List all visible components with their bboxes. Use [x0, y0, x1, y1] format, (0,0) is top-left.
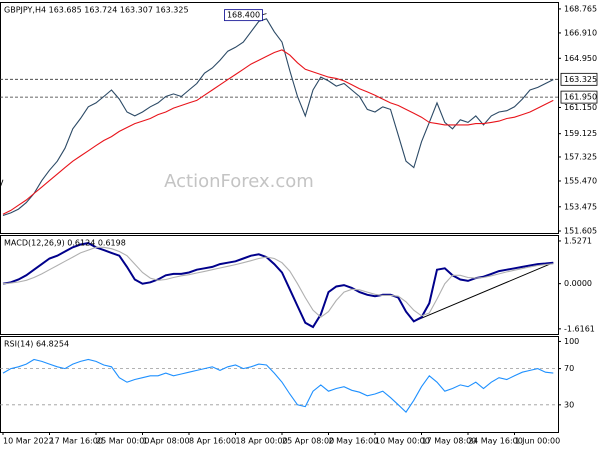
y-tick-label: 153.475 — [564, 202, 597, 211]
x-tick-label: 1 Jun 00:00 — [515, 437, 561, 446]
price-label: 163.325 — [564, 75, 597, 84]
y-tick-label: 159.125 — [564, 129, 597, 138]
y-tick-label: 1.5271 — [564, 236, 592, 245]
x-tick-label: 2 May 16:00 — [329, 437, 379, 446]
x-tick-label: 18 Apr 00:00 — [236, 437, 288, 446]
annotation-box — [224, 9, 263, 22]
annotation-pointer — [0, 179, 4, 190]
y-tick-label: 70 — [564, 364, 574, 373]
x-tick-label: 25 Mar 00:00 — [96, 437, 149, 446]
panel-frame — [0, 336, 559, 433]
y-tick-label: 168.765 — [564, 4, 597, 13]
annotation-label: 168.400 — [227, 11, 260, 20]
series-line — [2, 242, 554, 329]
x-tick-label: 8 Apr 16:00 — [189, 437, 236, 446]
x-tick-label: 17 May 08:00 — [422, 437, 477, 446]
annotation-pointer — [262, 13, 267, 16]
y-tick-label: 151.605 — [564, 226, 597, 235]
panel-frame — [0, 2, 559, 234]
watermark: ActionForex.com — [164, 171, 314, 192]
x-tick-label: 10 Mar 2022 — [3, 437, 54, 446]
y-tick-label: 0.0000 — [564, 279, 592, 288]
y-tick-label: 161.150 — [564, 103, 597, 112]
y-tick-label: 30 — [564, 400, 574, 409]
y-tick-label: 166.910 — [564, 28, 597, 37]
series-line — [2, 358, 554, 413]
x-tick-label: 1 Apr 08:00 — [143, 437, 190, 446]
series-line — [2, 18, 554, 217]
series-line — [2, 246, 554, 318]
panel-title: GBPJPY,H4 163.685 163.724 163.307 163.32… — [4, 6, 189, 15]
x-tick-label: 24 May 16:00 — [468, 437, 523, 446]
price-label-box — [560, 72, 598, 86]
panel-title: RSI(14) 64.8254 — [4, 340, 69, 349]
y-tick-label: 164.950 — [564, 54, 597, 63]
y-tick-label: 157.325 — [564, 152, 597, 161]
x-tick-label: 10 May 00:00 — [375, 437, 430, 446]
panel-frame — [0, 235, 559, 335]
price-label-box — [560, 90, 598, 104]
y-tick-label: 155.470 — [564, 176, 597, 185]
y-tick-label: 100 — [564, 337, 579, 346]
series-line — [2, 49, 554, 215]
price-label: 161.950 — [564, 93, 597, 102]
x-tick-label: 25 Apr 08:00 — [282, 437, 334, 446]
trendline — [413, 262, 554, 322]
y-tick-label: -1.6161 — [564, 324, 595, 333]
panel-title: MACD(12,26,9) 0.6124 0.6198 — [4, 239, 126, 248]
x-tick-label: 17 Mar 16:00 — [50, 437, 103, 446]
